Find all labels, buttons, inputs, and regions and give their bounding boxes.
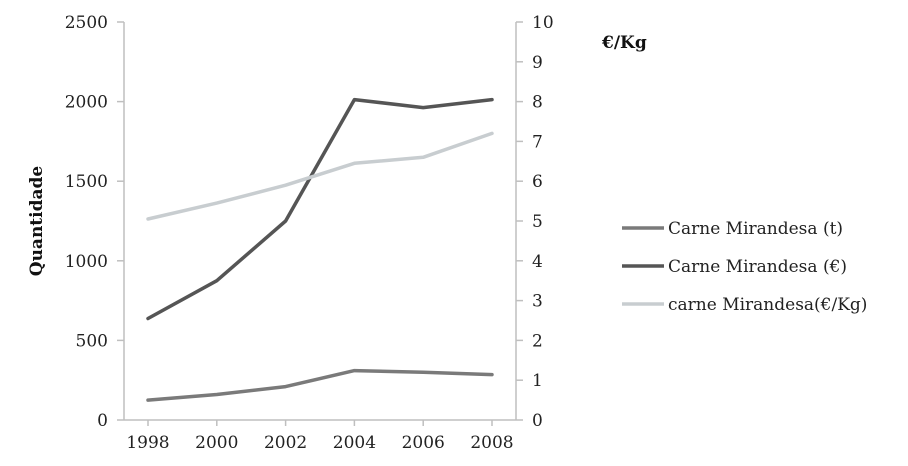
y-axis-left-title: Quantidade: [27, 166, 47, 277]
y-right-tick-label: 10: [532, 13, 554, 33]
y-left-tick-label: 2000: [65, 93, 108, 113]
y-right-tick-label: 4: [532, 252, 543, 272]
y-right-tick-label: 2: [532, 331, 543, 351]
x-tick-label: 1998: [126, 433, 169, 453]
y-left-tick-label: 0: [97, 411, 108, 431]
y-axis-right-ticks: 0 1 2 3 4 5 6 7 8 9 10: [516, 13, 554, 431]
x-tick-label: 2008: [470, 433, 513, 453]
y-right-tick-label: 7: [532, 132, 543, 152]
legend-label-2: Carne Mirandesa (€): [668, 257, 847, 277]
series-line-3: [146, 131, 494, 221]
plot-area: 0 500 1000 1500 2000 2500 0 1 2 3 4 5 6 7 8 9 10 1998 20…: [65, 13, 554, 453]
x-tick-label: 2004: [333, 433, 376, 453]
y-right-tick-label: 1: [532, 371, 543, 391]
y-right-tick-label: 6: [532, 172, 543, 192]
legend-label-3: carne Mirandesa(€/Kg): [668, 295, 867, 315]
series-lines: [146, 97, 494, 402]
x-axis-ticks: 1998 2000 2002 2004 2006 2008: [126, 420, 514, 453]
x-tick-label: 2000: [195, 433, 238, 453]
legend: Carne Mirandesa (t) Carne Mirandesa (€) ca…: [622, 219, 867, 315]
y-right-tick-label: 3: [532, 292, 543, 312]
x-tick-label: 2002: [264, 433, 307, 453]
series-line-2: [146, 97, 494, 321]
y-left-tick-label: 500: [76, 331, 108, 351]
y-left-tick-label: 2500: [65, 13, 108, 33]
y-right-tick-label: 5: [532, 212, 543, 232]
y-left-tick-label: 1000: [65, 252, 108, 272]
y-right-tick-label: 8: [532, 93, 543, 113]
y-left-tick-label: 1500: [65, 172, 108, 192]
y-axis-right-title: €/Kg: [601, 33, 647, 53]
y-axis-left-ticks: 0 500 1000 1500 2000 2500: [65, 13, 124, 431]
legend-label-1: Carne Mirandesa (t): [668, 219, 843, 239]
x-tick-label: 2006: [402, 433, 445, 453]
y-right-tick-label: 0: [532, 411, 543, 431]
series-line-1: [146, 368, 494, 402]
y-right-tick-label: 9: [532, 53, 543, 73]
